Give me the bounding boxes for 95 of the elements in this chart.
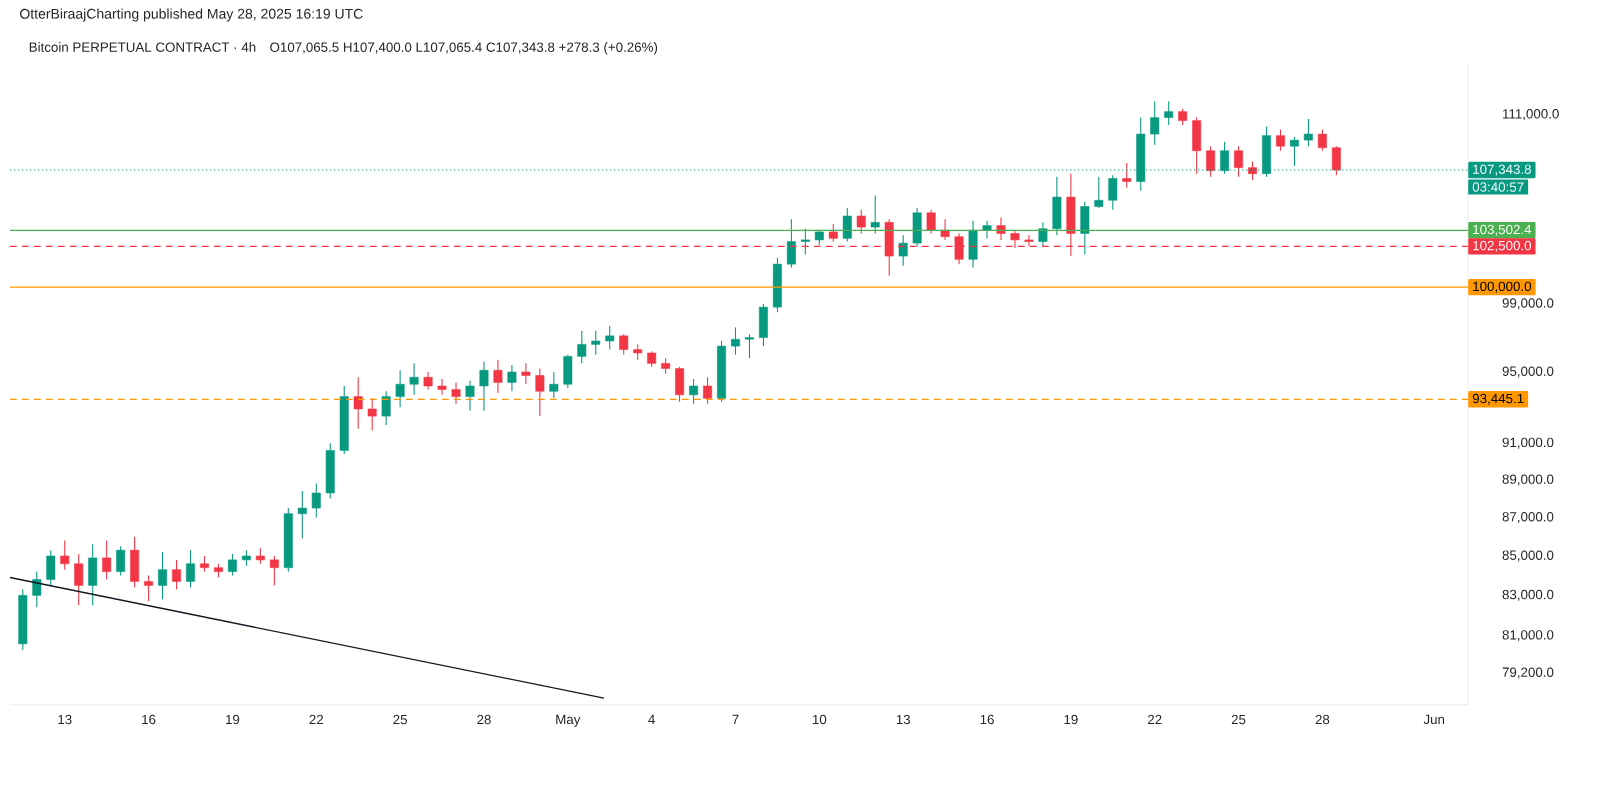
y-tick-label: 79,200.0 [1502, 667, 1554, 679]
y-tick-label: 111,000.0 [1503, 109, 1559, 121]
candlestick [1331, 145, 1341, 176]
candlestick [745, 333, 754, 359]
candlestick [1289, 136, 1299, 167]
text: 03:40:57 [1472, 182, 1524, 192]
candlestick [870, 194, 880, 235]
x-tick-label: 4 [648, 714, 655, 724]
chart-subtitle: O107,065.5 H107,400.0 L107,065.4 C107,343.8 +278.3 (+0.26%) [270, 42, 658, 55]
candlestick [102, 539, 112, 580]
candlestick [731, 326, 740, 356]
candlestick [493, 359, 503, 394]
candlestick [395, 369, 405, 408]
x-tick-label: Jun [1423, 714, 1445, 725]
y-tick-label: 83,000.0 [1502, 589, 1554, 601]
y-tick-label: 99,000.0 [1502, 298, 1554, 310]
candlestick [367, 397, 377, 431]
candlestick [800, 228, 810, 255]
candlestick [60, 539, 70, 571]
candlestick [186, 549, 195, 588]
x-tick-label: 16 [980, 714, 994, 725]
candlestick [549, 371, 559, 399]
candlestick [437, 378, 447, 396]
candlestick [689, 378, 699, 405]
candlestick [172, 559, 181, 590]
candlestick [32, 571, 42, 608]
candlestick [1276, 129, 1285, 152]
candlestick [311, 483, 321, 519]
x-tick-label: 28 [1315, 714, 1330, 725]
x-tick-label: 19 [226, 714, 240, 725]
candlestick [1038, 221, 1048, 247]
candlestick [465, 380, 475, 412]
candlestick [479, 361, 489, 412]
candlestick [898, 234, 908, 267]
candlestick [1164, 100, 1174, 126]
candlestick [144, 575, 154, 602]
candlestick [591, 330, 601, 356]
y-tick-label: 81,000.0 [1502, 630, 1554, 642]
ref-line-label: 100,000.0 [1473, 281, 1532, 293]
x-tick-label: 19 [1064, 714, 1078, 725]
x-tick-label: 28 [477, 714, 491, 725]
x-tick-label: 13 [58, 714, 72, 725]
ref-line-label: 107,343.8 [1473, 164, 1531, 176]
x-tick-label: 25 [1231, 714, 1246, 725]
candlestick [451, 381, 461, 405]
candlestick [605, 325, 615, 351]
y-tick-label: 89,000.0 [1502, 474, 1554, 486]
text: OtterBiraajCharting published May 28, 2025 16:19 UTC [20, 8, 363, 22]
candlestick [521, 362, 531, 385]
x-tick-label: 7 [732, 714, 739, 724]
x-tick-label: May [556, 714, 581, 727]
candlestick [926, 209, 936, 235]
candlestick [577, 330, 587, 364]
candlestick [116, 545, 126, 577]
candlestick [158, 551, 168, 600]
candlestick [1122, 162, 1132, 189]
candlestick [1024, 234, 1034, 247]
candlestick [1094, 176, 1104, 209]
candlestick [856, 209, 866, 235]
candlestick [1234, 145, 1244, 178]
candlestick [507, 364, 517, 392]
y-tick-label: 91,000.0 [1502, 437, 1554, 449]
y-tick-label: 87,000.0 [1502, 512, 1554, 524]
candlestick [227, 553, 237, 577]
candlestick [74, 553, 84, 606]
chart-title: Bitcoin PERPETUAL CONTRACT · 4h [29, 42, 256, 52]
candlestick [1150, 100, 1160, 146]
candlestick [786, 218, 796, 269]
candlestick [297, 490, 307, 540]
candlestick [353, 376, 363, 430]
candlestick [703, 376, 713, 405]
y-tick-label: 95,000.0 [1502, 366, 1554, 378]
y-tick-label: 85,000.0 [1502, 550, 1554, 562]
ref-line-label: 102,500.0 [1473, 240, 1532, 252]
x-tick-label: 25 [393, 714, 407, 725]
candlestick [1108, 174, 1118, 211]
candlestick [1303, 118, 1313, 147]
x-tick-label: 22 [1147, 714, 1162, 725]
candlestick [269, 555, 279, 586]
ref-line-label: 103,502.4 [1473, 224, 1532, 236]
candlestick [619, 333, 629, 356]
candlestick [381, 390, 391, 426]
candlestick [1206, 145, 1216, 178]
x-tick-label: 13 [896, 714, 911, 725]
candlestick [982, 220, 992, 239]
candlestick [46, 549, 56, 586]
x-tick-label: 22 [309, 714, 324, 725]
x-tick-label: 10 [812, 714, 827, 725]
candlestick [409, 362, 419, 396]
ref-line-label: 93,445.1 [1472, 393, 1524, 405]
candlestick [842, 207, 852, 243]
x-tick-label: 16 [142, 714, 156, 725]
candlestick [1317, 129, 1327, 152]
candlestick [535, 367, 545, 417]
candlestick [1248, 160, 1257, 181]
